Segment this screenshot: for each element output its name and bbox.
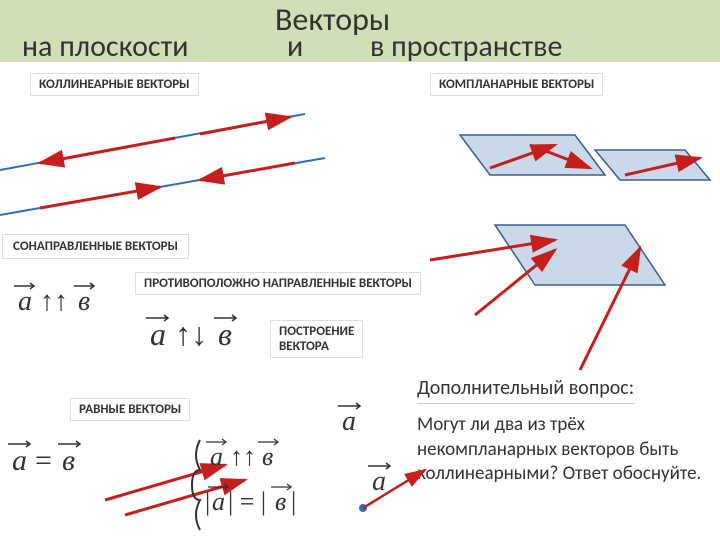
svg-text:в: в	[78, 286, 90, 317]
svg-text:↑↑: ↑↑	[40, 286, 68, 317]
svg-text:a: a	[150, 316, 166, 352]
svg-text:| = |: | = |	[228, 487, 266, 516]
svg-text:a: a	[12, 444, 27, 477]
math-layer: a ↑↑ в a ↑↓ в a = в a ↑↑ в | a	[0, 0, 720, 540]
svg-text:↑↑: ↑↑	[230, 442, 256, 471]
svg-text:в: в	[218, 316, 232, 352]
svg-text:a: a	[372, 466, 386, 497]
svg-text:|: |	[291, 487, 296, 516]
svg-text:a: a	[210, 442, 223, 471]
svg-text:в: в	[262, 442, 273, 471]
svg-text:↑↓: ↑↓	[175, 316, 207, 352]
svg-text:a: a	[212, 487, 225, 516]
svg-text:|: |	[205, 487, 210, 516]
svg-text:в: в	[275, 487, 286, 516]
svg-text:a: a	[342, 406, 356, 437]
svg-text:=: =	[35, 444, 52, 477]
svg-text:в: в	[62, 444, 75, 477]
svg-text:a: a	[18, 286, 32, 317]
